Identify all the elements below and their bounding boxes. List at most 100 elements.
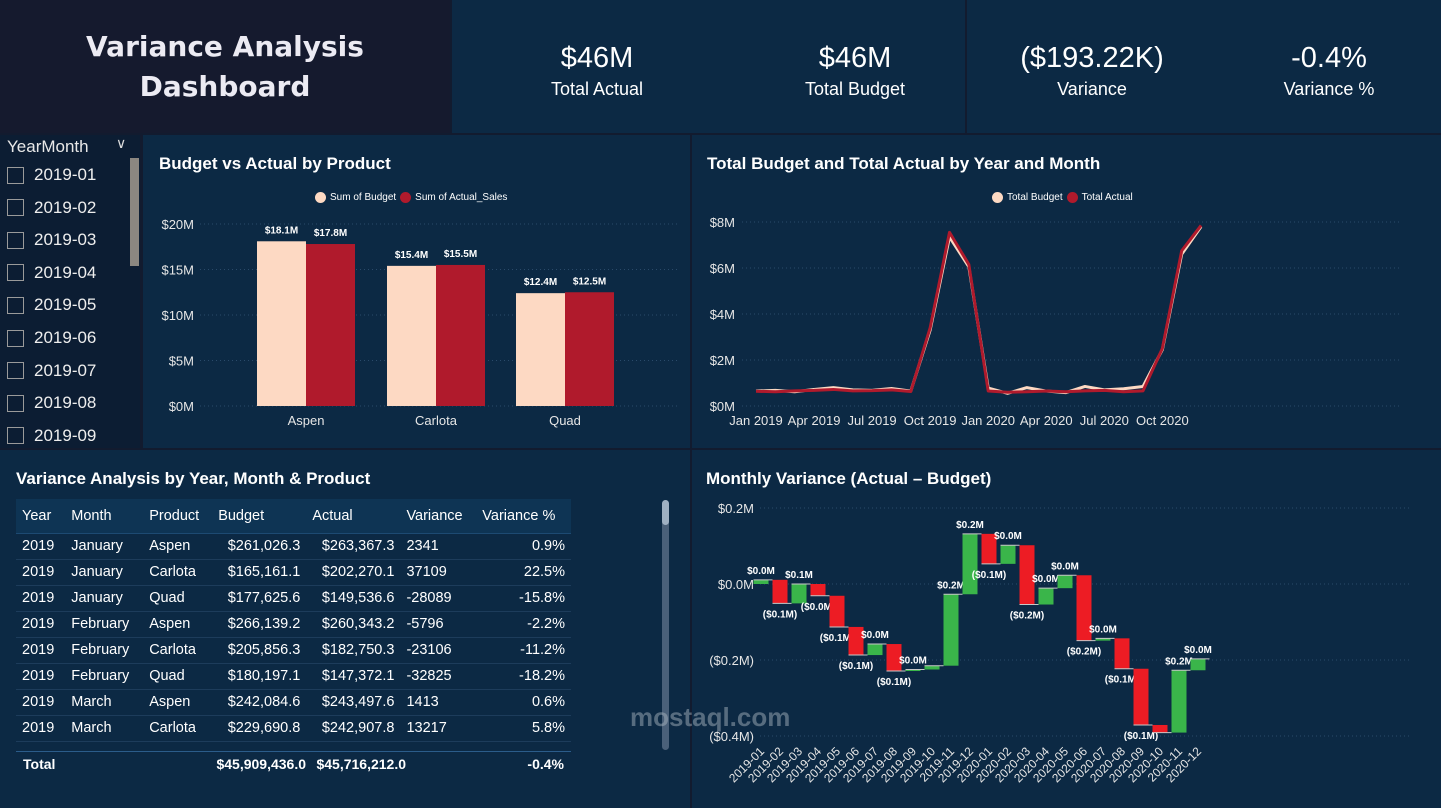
- legend-label: Sum of Actual_Sales: [415, 192, 508, 203]
- data-label: $0.0M: [1051, 561, 1079, 572]
- data-label: $0.2M: [1165, 656, 1193, 667]
- x-tick-label: Oct 2020: [1136, 413, 1189, 428]
- slicer-item-label: 2019-05: [34, 295, 97, 315]
- scrollbar-thumb[interactable]: [662, 500, 669, 525]
- data-label: $15.4M: [395, 250, 428, 261]
- checkbox[interactable]: [7, 264, 24, 282]
- waterfall-bar-2020-12: [1190, 658, 1206, 671]
- waterfall-bar-2019-12: [962, 533, 978, 595]
- slicer-item[interactable]: 2019-05: [7, 293, 96, 317]
- column-header[interactable]: Month: [65, 499, 144, 534]
- data-label: ($0.2M): [1067, 647, 1101, 658]
- data-label: ($0.1M): [839, 661, 873, 672]
- table-cell: February: [65, 637, 144, 664]
- table-cell: Carlota: [143, 637, 213, 664]
- y-tick-label: $8M: [710, 215, 735, 230]
- table-cell: $261,026.3: [212, 533, 307, 560]
- table-cell: 2019: [16, 689, 66, 716]
- y-tick-label: $4M: [710, 307, 735, 322]
- waterfall-bar-2020-02: [1000, 545, 1016, 564]
- checkbox[interactable]: [7, 362, 24, 380]
- data-label: $0.0M: [1032, 574, 1060, 585]
- data-label: $0.1M: [785, 570, 813, 581]
- column-header[interactable]: Year: [16, 499, 66, 534]
- waterfall-bar-2019-04: [810, 584, 826, 596]
- table-scrollbar[interactable]: [662, 500, 669, 750]
- table-cell: -11.2%: [476, 637, 571, 664]
- table-cell: March: [65, 689, 144, 716]
- total-variance-pct: -0.4%: [527, 756, 564, 772]
- checkbox[interactable]: [7, 394, 24, 412]
- table-cell: January: [65, 585, 144, 612]
- x-tick-label: Quad: [549, 413, 581, 428]
- waterfall-bar-2020-06: [1076, 575, 1092, 641]
- chevron-down-icon[interactable]: ∨: [116, 135, 127, 151]
- slicer-item[interactable]: 2019-01: [7, 163, 96, 187]
- total-actual: $45,716,212.0: [316, 756, 406, 772]
- column-header[interactable]: Budget: [212, 499, 307, 534]
- kpi-value: $46M: [560, 42, 634, 74]
- checkbox[interactable]: [7, 296, 24, 314]
- dashboard-title: Variance Analysis Dashboard: [86, 29, 364, 103]
- bar-aspen-actual: [306, 244, 355, 406]
- x-tick-label: Jul 2020: [1080, 413, 1129, 428]
- checkbox[interactable]: [7, 199, 24, 217]
- waterfall-bar-2019-10: [924, 665, 940, 670]
- watermark: mostaql.com: [630, 700, 790, 734]
- checkbox[interactable]: [7, 329, 24, 347]
- table-cell: $149,536.6: [306, 585, 401, 612]
- slicer-item[interactable]: 2019-07: [7, 359, 96, 383]
- slicer-item[interactable]: 2019-09: [7, 424, 96, 448]
- slicer-header: YearMonth: [7, 137, 89, 156]
- y-tick-label: $10M: [161, 308, 194, 323]
- slicer-item[interactable]: 2019-06: [7, 326, 96, 350]
- kpi-total-actual: $46M Total Actual: [487, 42, 707, 100]
- bar-quad-actual: [565, 292, 614, 406]
- table-cell: -18.2%: [476, 663, 571, 690]
- waterfall-bar-2020-09: [1133, 668, 1149, 725]
- legend-label: Total Budget: [1007, 192, 1063, 203]
- table-cell: 2019: [16, 559, 66, 586]
- y-tick-label: $15M: [161, 263, 194, 278]
- kpi-label: Variance: [1057, 79, 1127, 99]
- waterfall-bar-2019-01: [753, 579, 769, 584]
- column-header[interactable]: Variance: [400, 499, 477, 534]
- y-tick-label: $0M: [169, 399, 194, 414]
- yearmonth-slicer: YearMonth ∨ 2019-01 2019-02 2019-03 2019-04…: [0, 135, 140, 448]
- slicer-item[interactable]: 2019-03: [7, 228, 96, 252]
- table-row: 2019 January Quad $177,625.6 $149,536.6 -2808…: [16, 585, 571, 612]
- table-cell: Aspen: [143, 611, 213, 638]
- waterfall-title: Monthly Variance (Actual – Budget): [706, 469, 992, 488]
- slicer-scrollbar[interactable]: [130, 158, 139, 266]
- data-label: $0.2M: [937, 580, 965, 591]
- x-tick-label: Apr 2019: [788, 413, 841, 428]
- checkbox[interactable]: [7, 231, 24, 249]
- waterfall-bar-2019-07: [867, 644, 883, 656]
- x-tick-label: Apr 2020: [1020, 413, 1073, 428]
- column-header[interactable]: Variance %: [476, 499, 571, 534]
- table-cell: -23106: [400, 637, 477, 664]
- waterfall-bar-2020-04: [1038, 588, 1054, 605]
- table-cell: Carlota: [143, 559, 213, 586]
- column-header[interactable]: Actual: [306, 499, 401, 534]
- slicer-item-label: 2019-09: [34, 425, 97, 445]
- slicer-item[interactable]: 2019-08: [7, 391, 96, 415]
- table-cell: 2019: [16, 585, 66, 612]
- kpi-label: Total Budget: [804, 79, 906, 99]
- slicer-item[interactable]: 2019-04: [7, 261, 96, 285]
- waterfall-bar-2019-11: [943, 594, 959, 666]
- table-cell: $147,372.1: [306, 663, 401, 690]
- checkbox[interactable]: [7, 166, 24, 184]
- table-row: 2019 January Carlota $165,161.1 $202,270.1 37…: [16, 559, 571, 586]
- column-header[interactable]: Product: [143, 499, 213, 534]
- variance-table: Year Month Product Budget Actual Variance Vari…: [16, 499, 571, 751]
- y-tick-label: ($0.2M): [709, 653, 754, 668]
- y-tick-label: $20M: [161, 217, 194, 232]
- table-cell: $266,139.2: [212, 611, 307, 638]
- table-cell: January: [65, 559, 144, 586]
- table-cell: -5796: [400, 611, 477, 638]
- table-cell: 2019: [16, 637, 66, 664]
- slicer-item[interactable]: 2019-02: [7, 196, 96, 220]
- data-label: $15.5M: [444, 249, 477, 260]
- checkbox[interactable]: [7, 427, 24, 445]
